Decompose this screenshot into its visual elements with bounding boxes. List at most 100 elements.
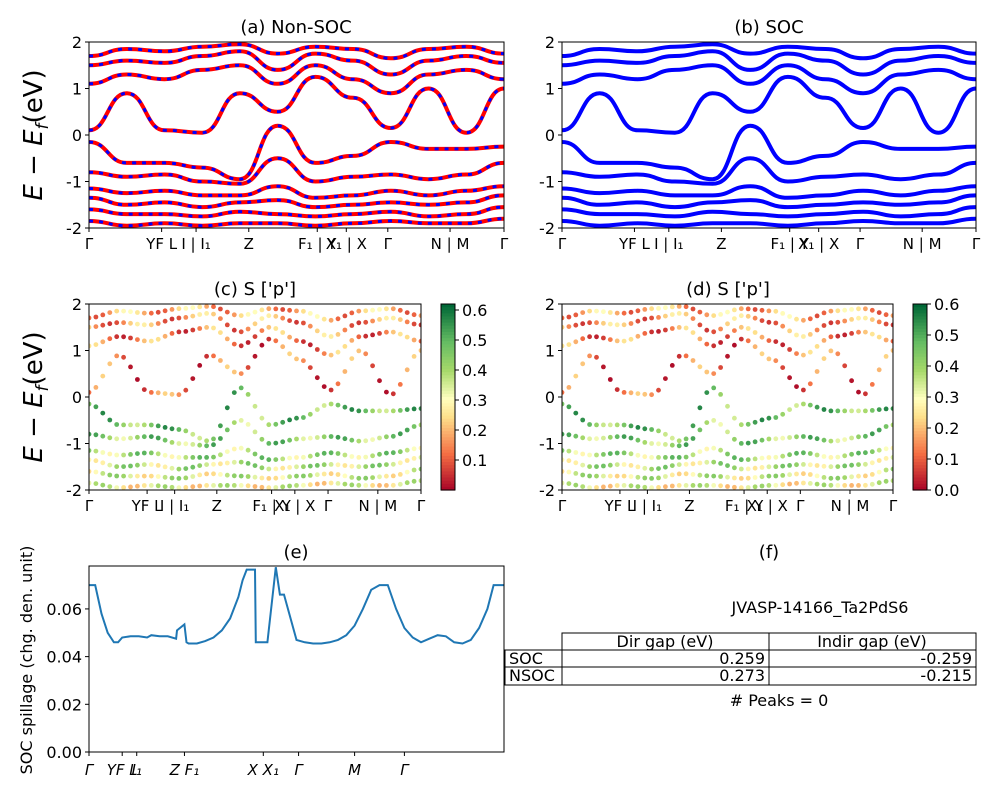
scatter-point [704,420,710,425]
scatter-point [676,455,682,460]
scatter-point [821,310,827,316]
scatter-point [273,440,279,446]
scatter-point [356,320,362,326]
scatter-point [656,475,661,481]
scatter-point [869,472,875,477]
scatter-point [176,315,182,321]
scatter-point [876,367,882,373]
scatter-point [566,469,572,475]
scatter-point [663,474,668,479]
scatter-point [794,332,799,338]
scatter-point [342,481,348,487]
scatter-point [607,337,613,342]
colorbar-swatch [441,397,455,401]
scatter-point [573,322,579,328]
band-line-8-s1 [88,49,505,77]
colorbar-swatch [913,412,927,417]
ytick-label: 2 [545,33,555,52]
gap-table: Dir gap (eV) Indir gap (eV) SOC 0.259 -0… [504,632,977,686]
xtick-label: F₁ | Y [298,235,337,253]
scatter-point [752,315,758,321]
scatter-point [835,408,841,414]
scatter-point [821,356,827,361]
scatter-point [141,483,147,488]
scatter-point [814,481,820,487]
scatter-point [141,450,147,456]
scatter-point [390,391,396,397]
xtick-label: Z [244,235,254,253]
scatter-point [183,441,189,447]
scatter-point [176,455,182,460]
colorbar-swatch [913,431,927,435]
colorbar-swatch [913,415,927,420]
scatter-point [587,485,592,490]
scatter-point [107,361,113,367]
scatter-point [93,314,99,320]
ytick-label: 2 [72,295,82,314]
scatter-point [89,401,92,407]
scatter-point [580,435,586,441]
xtick-label: YF L [107,761,138,779]
xtick-label: X X₁ [247,761,279,779]
scatter-point [738,476,744,481]
scatter-point [780,323,786,329]
scatter-point [266,441,272,446]
scatter-point [738,485,744,490]
scatter-point [218,423,223,429]
colorbar-swatch [441,431,455,435]
scatter-point [169,331,175,336]
scatter-point [849,483,854,488]
band-line-5-s0 [561,216,977,228]
spillage-line [89,567,504,645]
scatter-point [587,422,592,427]
scatter-point [863,315,868,321]
colorbar-swatch [913,307,927,311]
scatter-point [314,375,320,381]
scatter-point [301,464,306,470]
scatter-point [725,474,730,480]
scatter-point [197,472,203,478]
scatter-point [252,474,258,480]
scatter-point [587,308,592,314]
colorbar-swatch [441,462,455,466]
scatter-point [766,464,772,470]
scatter-point [190,305,196,311]
scatter-point [835,319,841,325]
ytick-label: 2 [72,33,82,52]
scatter-point [204,311,210,316]
scatter-point [259,455,265,461]
panel-c-plot-area [89,304,421,490]
panel-d-plot-area [562,304,893,490]
scatter-point [273,485,279,490]
scatter-point [773,464,779,470]
ytick-label: 0.04 [46,648,82,667]
colorbar-tick-label: 0.5 [462,331,487,350]
scatter-point [176,466,182,472]
scatter-point [190,313,196,319]
xtick-label: YF L [131,497,164,515]
scatter-point [766,436,772,442]
colorbar-swatch [913,390,927,395]
scatter-point [183,475,189,481]
scatter-point [197,442,203,448]
scatter-point [148,390,154,395]
colorbar-tick-label: 0.1 [462,451,487,470]
scatter-point [704,446,710,452]
scatter-point [601,452,606,457]
scatter-point [587,464,592,469]
scatter-point [566,342,572,347]
scatter-point [404,407,410,412]
scatter-point [587,436,592,442]
scatter-point [135,473,140,479]
scatter-point [807,332,813,337]
scatter-point [814,344,820,349]
scatter-point [93,448,99,454]
scatter-point [328,450,334,456]
scatter-point [732,342,737,348]
ytick-label: -2 [66,219,82,238]
scatter-point [218,330,223,335]
scatter-point [835,483,841,488]
scatter-point [176,427,182,432]
ytick-label: 0 [72,388,82,407]
scatter-point [738,324,744,330]
